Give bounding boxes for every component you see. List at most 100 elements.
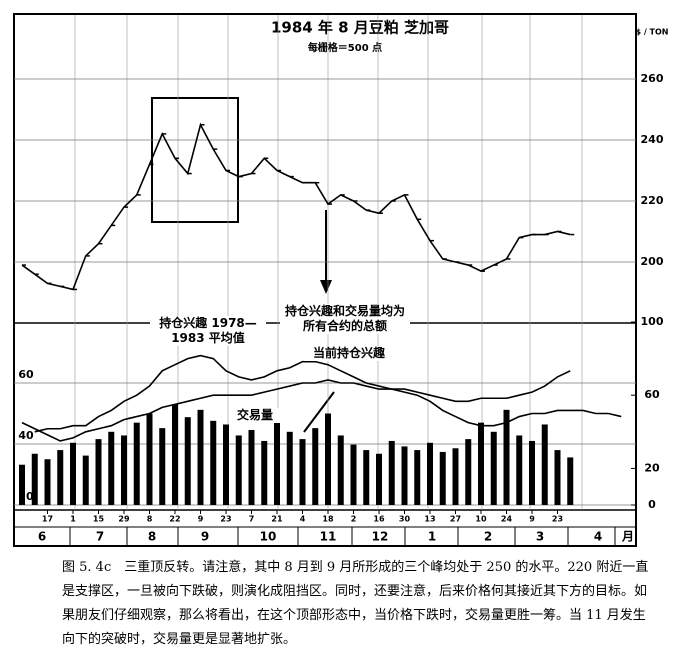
x-tick-label: 29 xyxy=(118,515,130,524)
volume-bar xyxy=(388,440,395,505)
volume-bar xyxy=(82,455,89,505)
volume-bar xyxy=(452,448,459,505)
y2-tick-label: 100 xyxy=(641,315,664,328)
x-tick-label: 16 xyxy=(373,515,385,524)
volume-bar xyxy=(121,435,127,505)
top-box xyxy=(151,97,239,223)
volume-bar xyxy=(172,404,178,505)
volume-bar xyxy=(210,420,217,505)
volume-bar xyxy=(146,413,153,505)
y-tick-label: 40 xyxy=(18,429,34,442)
volume-bar xyxy=(350,444,357,505)
y-tick-label: 240 xyxy=(641,133,664,146)
volume-bar xyxy=(363,450,370,505)
y2-tick-label: 60 xyxy=(644,388,660,401)
volume-bar xyxy=(376,453,382,505)
volume-bar xyxy=(108,431,115,505)
volume-bar xyxy=(554,450,561,505)
volume-bar xyxy=(401,446,408,505)
series-label: 当前持仓兴趣 xyxy=(304,346,394,361)
price-line xyxy=(21,122,571,291)
volume-bar xyxy=(490,431,497,505)
chart-subtitle: 每栅格＝500 点 xyxy=(308,41,382,54)
x-tick-label: 15 xyxy=(93,515,105,524)
volume-bar xyxy=(57,450,64,505)
x-tick-label: 1 xyxy=(70,515,76,524)
volume-bar xyxy=(286,431,293,505)
x-tick-label: 13 xyxy=(424,515,435,524)
series-label: 持仓兴趣 1978—1983 平均值 xyxy=(150,316,266,346)
month-label: 6 xyxy=(38,530,46,544)
volume-bar xyxy=(248,429,255,505)
oi-line xyxy=(34,354,571,433)
y-unit: $ / TON xyxy=(635,28,668,37)
month-label: 7 xyxy=(96,530,104,544)
month-label: 9 xyxy=(201,530,209,544)
month-label: 12 xyxy=(372,530,389,544)
volume-bar xyxy=(567,457,574,505)
volume-bar xyxy=(133,422,140,505)
month-label: 10 xyxy=(260,530,277,544)
volume-bar xyxy=(19,464,25,505)
series-label: 交易量 xyxy=(230,408,280,423)
volume-bar xyxy=(31,453,38,505)
y2-tick-label: 0 xyxy=(648,498,656,511)
volume-bar xyxy=(274,418,280,505)
month-label: 11 xyxy=(320,530,337,544)
volume-bar xyxy=(529,440,535,505)
volume-bar xyxy=(312,428,319,505)
month-label: 8 xyxy=(148,530,156,544)
x-tick-label: 23 xyxy=(552,515,563,524)
month-label: 3 xyxy=(536,530,544,544)
x-tick-label: 27 xyxy=(450,515,461,524)
volume-bar xyxy=(70,442,76,505)
y2-tick-label: 20 xyxy=(644,461,660,474)
x-tick-label: 22 xyxy=(169,515,180,524)
x-tick-label: 24 xyxy=(501,515,513,524)
volume-bar xyxy=(235,435,242,505)
volume-bar xyxy=(223,424,229,505)
volume-bar xyxy=(465,439,472,505)
volume-bar xyxy=(427,442,433,505)
chart: 1984 年 8 月豆粕 芝加哥 每栅格＝500 点 $ / TON 20022… xyxy=(13,13,669,547)
x-tick-label: 4 xyxy=(300,515,306,524)
x-tick-label: 17 xyxy=(42,515,53,524)
volume-bar xyxy=(197,409,204,505)
month-label: 月 xyxy=(621,530,634,544)
volume-bar xyxy=(541,424,548,505)
y-tick-label: 260 xyxy=(641,72,664,85)
arrow-head xyxy=(320,280,332,294)
x-tick-label: 7 xyxy=(249,515,255,524)
x-tick-label: 2 xyxy=(351,515,357,524)
volume-bar xyxy=(478,422,484,505)
x-tick-label: 18 xyxy=(322,515,334,524)
volume-bar xyxy=(414,450,421,505)
x-tick-label: 9 xyxy=(529,515,535,524)
x-tick-label: 23 xyxy=(220,515,231,524)
month-label: 1 xyxy=(428,530,436,544)
volume-bar xyxy=(44,459,51,505)
x-tick-label: 21 xyxy=(271,515,283,524)
x-tick-label: 8 xyxy=(147,515,153,524)
volume-bar xyxy=(325,413,331,505)
oi-line xyxy=(21,379,622,442)
annotation: 持仓兴趣和交易量均为所有合约的总额 xyxy=(280,304,410,334)
volume-bar xyxy=(439,451,446,505)
month-label: 2 xyxy=(484,530,492,544)
x-tick-label: 10 xyxy=(475,515,487,524)
volume-bar xyxy=(184,417,191,505)
x-tick-label: 30 xyxy=(399,515,411,524)
volume-bar xyxy=(159,428,166,505)
y-tick-label: 220 xyxy=(641,194,664,207)
pointer xyxy=(303,391,335,433)
y-tick-label: 60 xyxy=(18,368,34,381)
chart-title: 1984 年 8 月豆粕 芝加哥 xyxy=(271,19,449,37)
month-label: 4 xyxy=(594,530,602,544)
frame xyxy=(13,13,637,547)
x-tick-label: 9 xyxy=(198,515,204,524)
volume-bar xyxy=(261,440,268,505)
volume-bar xyxy=(337,435,344,505)
caption: 图 5. 4c 三重顶反转。请注意，其中 8 月到 9 月所形成的三个峰均处于 … xyxy=(62,560,649,647)
y-tick-label: 200 xyxy=(641,255,664,268)
